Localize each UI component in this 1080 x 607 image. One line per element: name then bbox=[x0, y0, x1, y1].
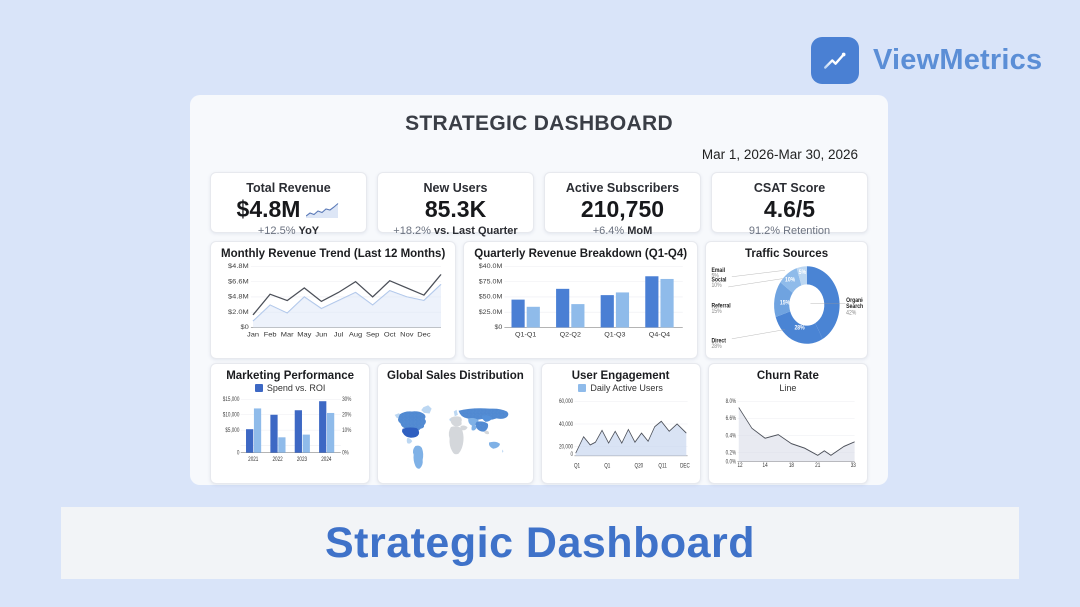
svg-text:DEC: DEC bbox=[680, 463, 690, 470]
svg-text:10%: 10% bbox=[342, 427, 351, 434]
svg-text:Q1: Q1 bbox=[604, 463, 610, 470]
svg-text:10%: 10% bbox=[785, 277, 796, 284]
svg-text:Jun: Jun bbox=[315, 332, 327, 338]
svg-text:18: 18 bbox=[789, 463, 794, 468]
svg-text:8.0%: 8.0% bbox=[725, 398, 736, 405]
svg-text:10%: 10% bbox=[712, 282, 722, 289]
svg-text:0%: 0% bbox=[342, 450, 349, 457]
svg-text:60,000: 60,000 bbox=[558, 399, 572, 406]
svg-text:33: 33 bbox=[850, 463, 855, 468]
svg-text:28%: 28% bbox=[712, 344, 722, 349]
svg-text:0.4%: 0.4% bbox=[725, 433, 736, 440]
svg-text:20,000: 20,000 bbox=[558, 444, 572, 451]
svg-text:Nov: Nov bbox=[400, 332, 414, 338]
svg-text:$6.6M: $6.6M bbox=[228, 279, 249, 285]
svg-text:28%: 28% bbox=[795, 325, 806, 332]
svg-text:Q20: Q20 bbox=[634, 463, 643, 470]
svg-text:5%: 5% bbox=[799, 270, 807, 277]
svg-text:2022: 2022 bbox=[272, 456, 282, 463]
svg-text:0: 0 bbox=[237, 450, 240, 457]
svg-text:0.0%: 0.0% bbox=[725, 459, 736, 466]
svg-text:Q4-Q4: Q4-Q4 bbox=[649, 332, 671, 339]
svg-text:May: May bbox=[297, 332, 312, 338]
svg-text:$25.0M: $25.0M bbox=[479, 309, 503, 316]
svg-text:$4.8M: $4.8M bbox=[228, 294, 249, 300]
svg-text:0.2%: 0.2% bbox=[725, 450, 736, 457]
svg-text:Aug: Aug bbox=[349, 332, 362, 338]
svg-text:$40.0M: $40.0M bbox=[479, 263, 503, 270]
svg-text:21: 21 bbox=[815, 463, 820, 468]
svg-text:$0: $0 bbox=[495, 325, 503, 332]
svg-text:20%: 20% bbox=[342, 412, 351, 419]
svg-text:6.6%: 6.6% bbox=[725, 416, 736, 423]
svg-text:40,000: 40,000 bbox=[558, 421, 572, 428]
svg-text:$10,000: $10,000 bbox=[223, 412, 240, 419]
svg-text:12: 12 bbox=[737, 463, 742, 468]
svg-text:42%: 42% bbox=[846, 310, 856, 317]
svg-text:15%: 15% bbox=[780, 300, 791, 307]
svg-text:Sep: Sep bbox=[366, 332, 379, 338]
svg-text:30%: 30% bbox=[342, 397, 351, 404]
svg-text:$4.8M: $4.8M bbox=[228, 264, 249, 270]
svg-text:Jul: Jul bbox=[334, 332, 344, 338]
svg-text:$50.0M: $50.0M bbox=[479, 294, 503, 301]
svg-text:42%: 42% bbox=[811, 304, 822, 311]
svg-text:Q2-Q2: Q2-Q2 bbox=[560, 332, 582, 339]
svg-text:14: 14 bbox=[762, 463, 767, 468]
svg-text:2021: 2021 bbox=[248, 456, 258, 463]
svg-text:$2.0M: $2.0M bbox=[228, 309, 249, 315]
svg-text:$15,000: $15,000 bbox=[223, 397, 240, 404]
svg-text:15%: 15% bbox=[712, 308, 722, 315]
svg-text:Jan: Jan bbox=[247, 332, 259, 338]
svg-text:$5,000: $5,000 bbox=[225, 427, 239, 434]
svg-text:Mar: Mar bbox=[281, 332, 295, 338]
svg-text:Q1-Q3: Q1-Q3 bbox=[605, 332, 627, 339]
svg-text:Q1-Q1: Q1-Q1 bbox=[515, 332, 537, 339]
svg-text:0: 0 bbox=[570, 451, 573, 458]
svg-text:Dec: Dec bbox=[417, 332, 431, 338]
svg-text:Oct: Oct bbox=[384, 332, 396, 338]
svg-text:2023: 2023 bbox=[297, 456, 307, 463]
svg-text:2024: 2024 bbox=[321, 456, 331, 463]
svg-text:$0: $0 bbox=[240, 325, 248, 331]
svg-text:$75.0M: $75.0M bbox=[479, 279, 503, 286]
svg-text:Feb: Feb bbox=[264, 332, 277, 338]
svg-text:5%: 5% bbox=[712, 273, 719, 280]
svg-text:Q11: Q11 bbox=[658, 463, 666, 470]
svg-text:Q1: Q1 bbox=[573, 463, 579, 470]
